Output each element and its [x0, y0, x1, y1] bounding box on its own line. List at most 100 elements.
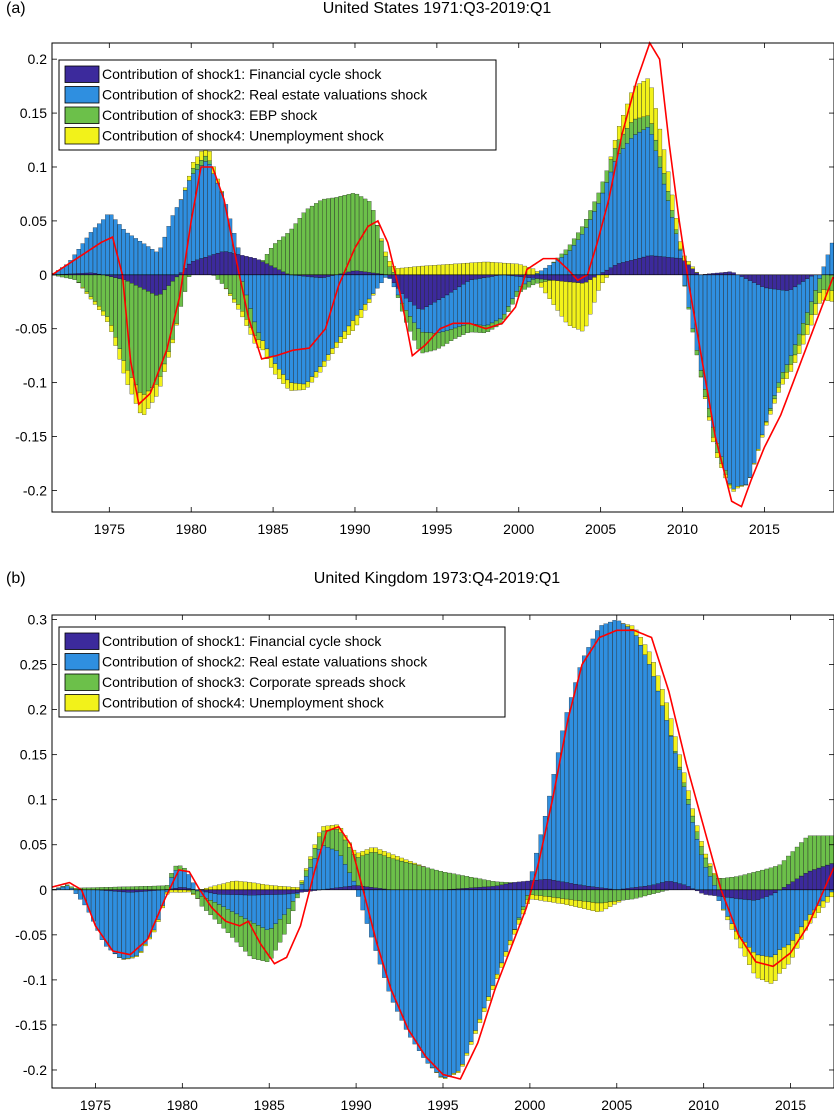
bar-shock2	[807, 889, 813, 915]
bar-shock2	[408, 301, 413, 317]
bar-shock3	[309, 205, 315, 275]
bar-shock1	[137, 274, 143, 288]
bar-shock4	[645, 78, 650, 116]
bar-shock2	[137, 240, 143, 275]
bar-shock1	[234, 889, 239, 895]
bar-shock2	[403, 889, 409, 1030]
bar-shock3	[670, 210, 675, 218]
x-tick-label: 2015	[749, 521, 780, 537]
bar-shock4	[482, 1007, 487, 1012]
bar-shock4	[386, 852, 391, 858]
bar-shock4	[465, 262, 470, 275]
bar-shock2	[432, 302, 437, 334]
bar-shock4	[542, 896, 548, 902]
bar-shock3	[449, 329, 454, 341]
bar-shock3	[386, 857, 391, 890]
bar-shock4	[297, 383, 302, 391]
bar-shock4	[217, 884, 222, 890]
bar-shock3	[567, 244, 572, 251]
bar-shock2	[99, 890, 105, 940]
bar-shock3	[299, 882, 304, 885]
bar-shock2	[768, 288, 773, 409]
y-tick-label: 0.15	[20, 747, 47, 763]
bar-shock2	[425, 889, 430, 1064]
bar-shock1	[424, 274, 429, 308]
bar-shock3	[147, 886, 152, 890]
bar-shock1	[503, 883, 509, 890]
bar-shock4	[399, 857, 404, 862]
bar-shock2	[456, 889, 461, 1072]
bar-shock2	[655, 690, 661, 884]
bar-shock4	[260, 884, 265, 890]
bar-shock4	[514, 263, 519, 275]
bar-shock3	[514, 291, 519, 297]
bar-shock2	[464, 889, 470, 1054]
bar-shock4	[199, 151, 204, 161]
bar-shock4	[563, 281, 568, 323]
bar-shock4	[282, 886, 287, 890]
bar-shock2	[260, 894, 265, 928]
bar-shock4	[510, 263, 515, 275]
bar-shock2	[760, 898, 765, 956]
bar-shock4	[268, 356, 274, 368]
chart-uk: -0.2 -0.15 -0.1 -0.05 0 0.05 0.1 0.15 0.2 0.25 0.3…	[15, 612, 834, 1113]
bar-shock4	[698, 376, 704, 378]
bar-shock3	[312, 847, 318, 859]
bar-shock1	[668, 881, 674, 890]
bar-shock4	[105, 316, 110, 322]
bar-shock2	[68, 260, 73, 274]
bar-shock3	[738, 875, 743, 890]
bar-shock4	[121, 360, 126, 374]
bar-shock1	[269, 889, 274, 895]
bar-shock3	[629, 889, 635, 900]
bar-shock4	[364, 849, 370, 855]
bar-shock2	[719, 274, 724, 457]
bar-shock1	[801, 274, 806, 282]
bar-shock3	[551, 889, 556, 898]
bar-shock3	[812, 835, 817, 870]
bar-shock4	[756, 449, 761, 451]
bar-shock1	[351, 885, 357, 890]
bar-shock4	[464, 1052, 470, 1056]
bar-shock4	[608, 901, 613, 907]
bar-shock3	[303, 870, 309, 877]
bar-shock4	[729, 923, 735, 930]
bar-shock3	[289, 228, 294, 275]
bar-shock4	[481, 261, 487, 275]
bar-shock2	[776, 289, 781, 383]
bar-shock2	[221, 894, 226, 907]
bar-shock2	[347, 872, 352, 887]
bar-shock3	[421, 866, 426, 890]
bar-shock1	[221, 889, 226, 895]
bar-shock4	[494, 262, 499, 275]
bar-shock2	[178, 199, 184, 273]
bar-shock1	[256, 259, 261, 275]
bar-shock3	[390, 858, 396, 890]
bar-shock2	[555, 259, 560, 275]
bar-shock1	[212, 889, 218, 894]
bar-shock1	[314, 274, 319, 278]
bar-shock2	[534, 852, 539, 881]
bar-shock3	[621, 889, 626, 901]
bar-shock1	[199, 258, 204, 275]
bar-shock2	[150, 249, 155, 275]
bar-shock2	[234, 894, 239, 915]
bar-shock3	[363, 198, 368, 272]
bar-shock3	[264, 929, 270, 962]
bar-shock2	[629, 629, 635, 888]
bar-shock1	[158, 274, 163, 295]
bar-shock4	[80, 287, 85, 289]
bar-shock2	[813, 274, 818, 291]
bar-shock4	[314, 371, 319, 378]
bar-shock4	[716, 878, 722, 879]
bar-shock2	[727, 274, 732, 484]
bar-shock4	[817, 292, 822, 304]
bar-shock3	[751, 872, 756, 890]
bar-shock2	[768, 894, 774, 958]
bar-shock3	[694, 831, 700, 840]
bar-shock1	[600, 272, 605, 275]
bar-shock2	[777, 889, 782, 950]
bar-shock4	[369, 847, 374, 853]
bar-shock4	[234, 880, 239, 890]
bar-shock3	[68, 274, 73, 279]
